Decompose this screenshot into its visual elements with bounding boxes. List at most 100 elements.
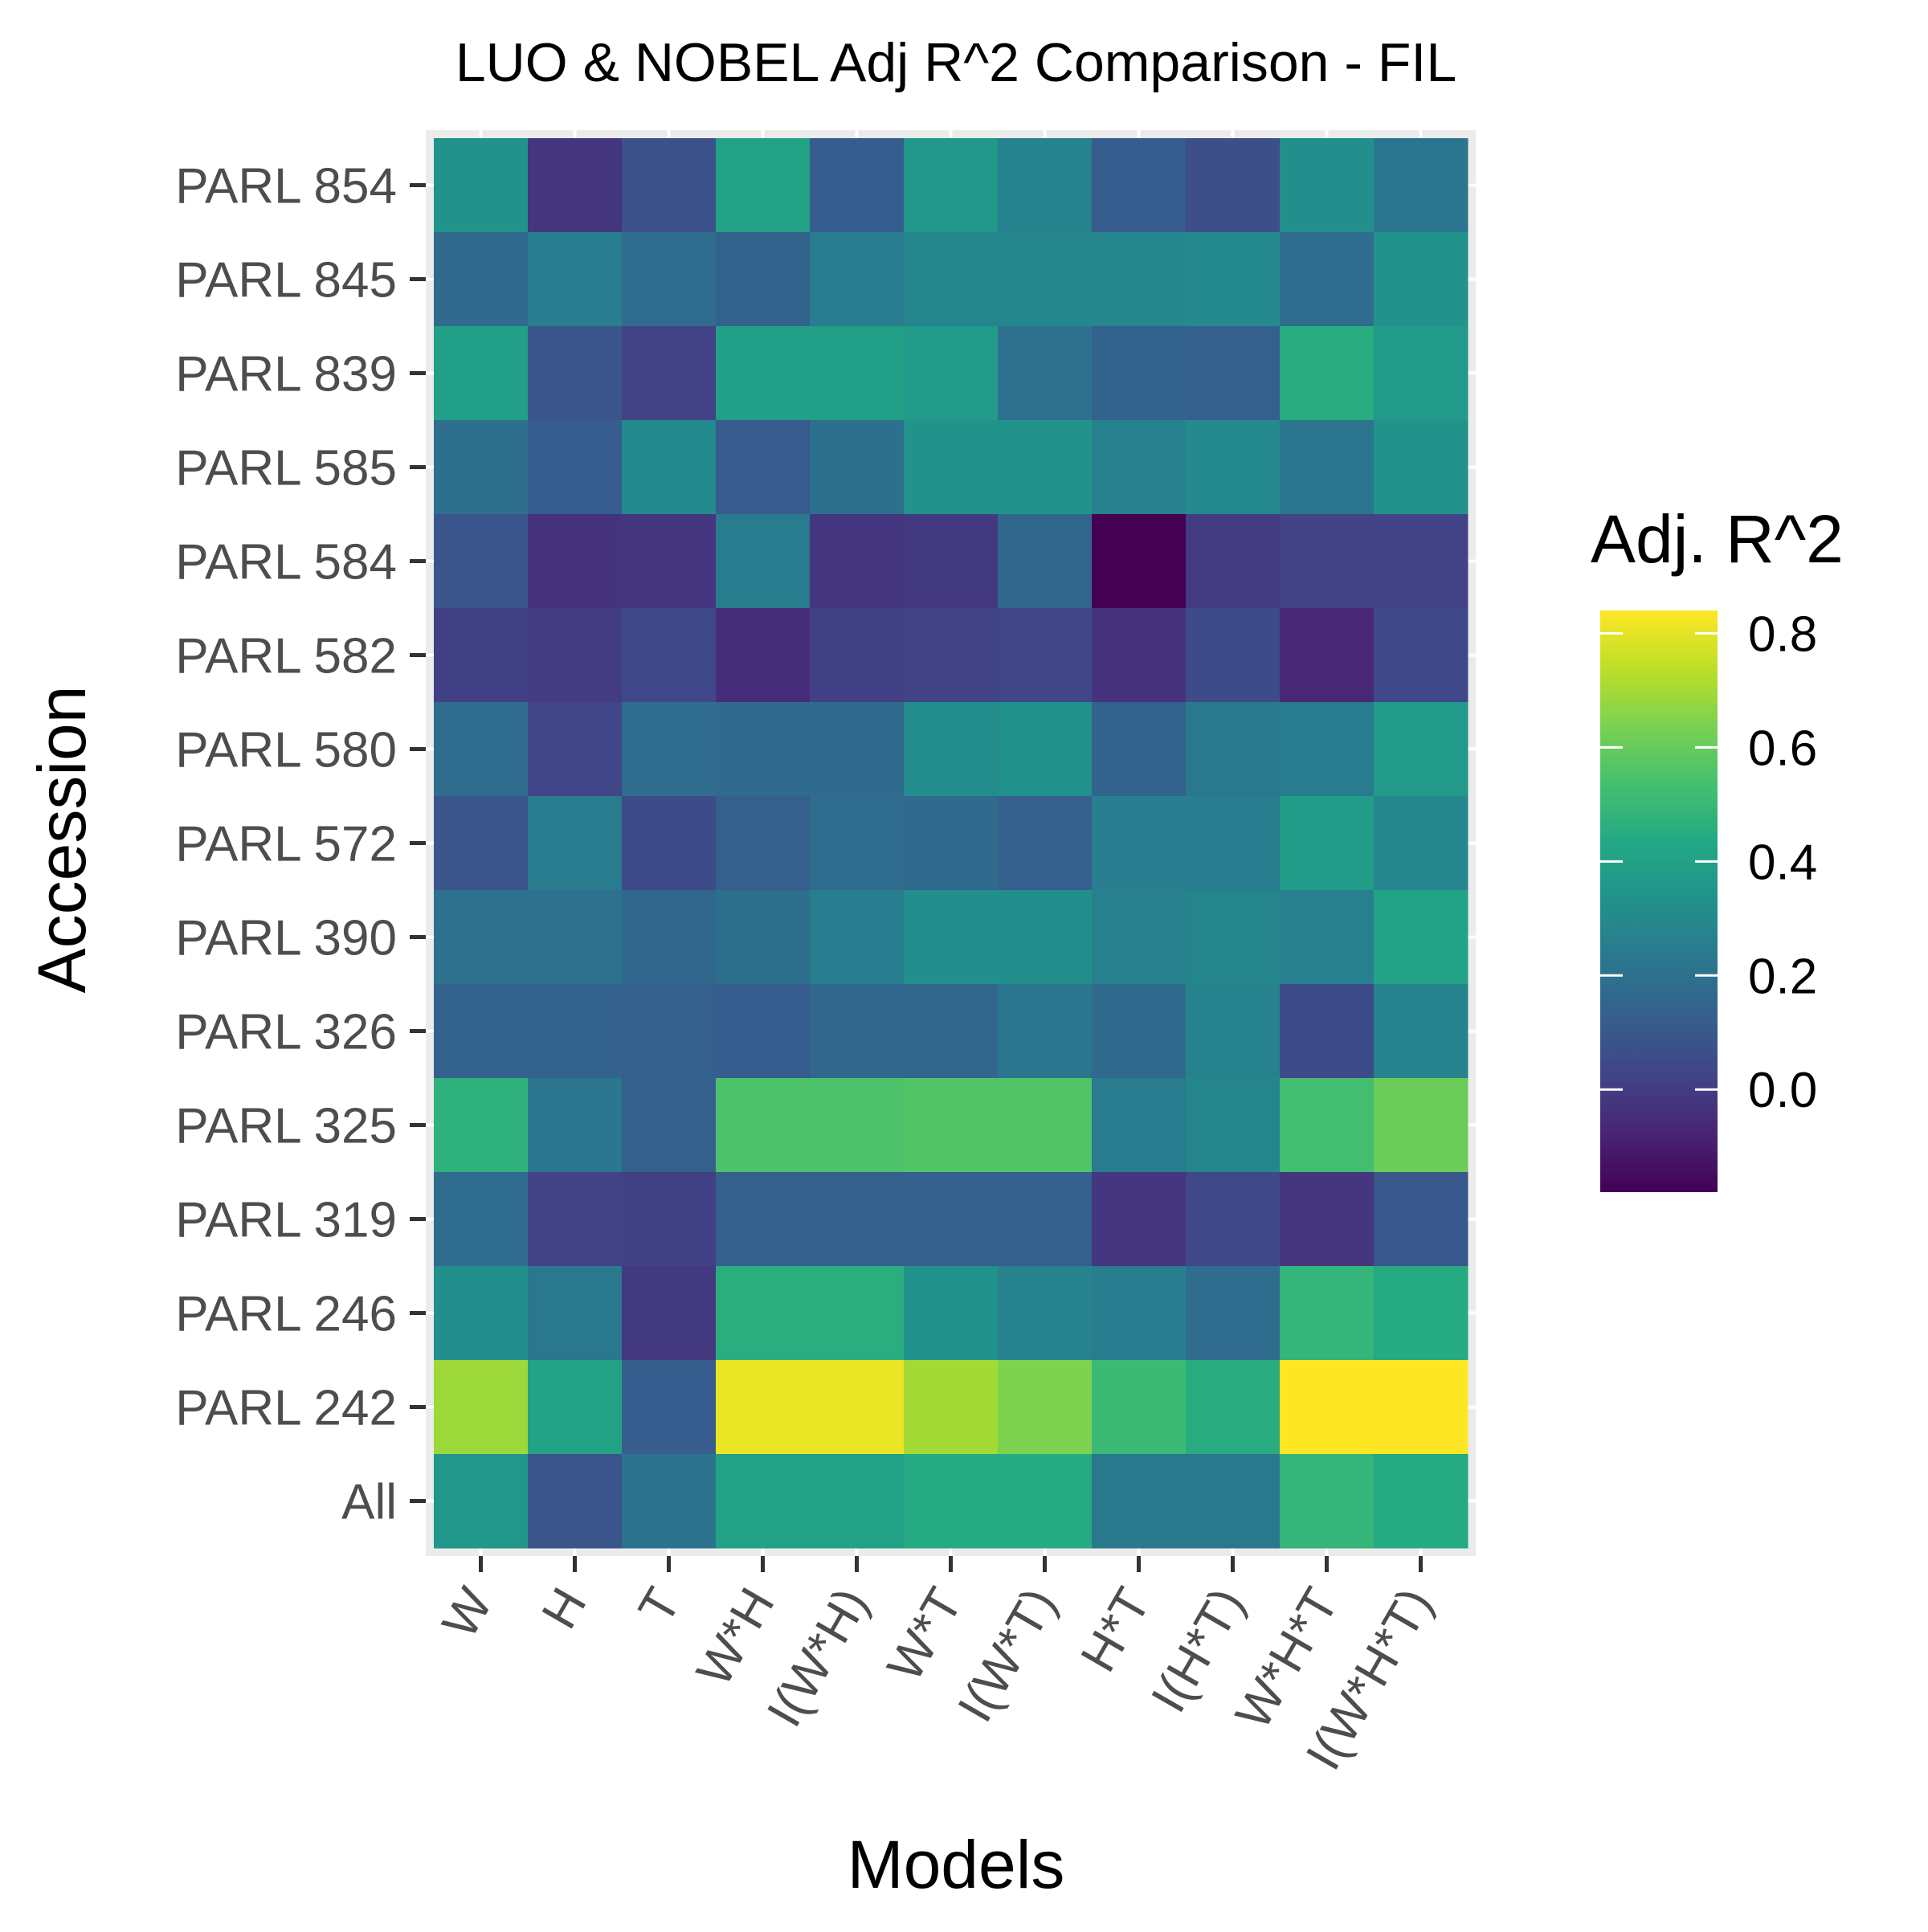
heatmap-cell [622, 1454, 717, 1549]
heatmap-cell [622, 890, 717, 985]
heatmap-cell [810, 1266, 905, 1361]
heatmap-cell [622, 514, 717, 609]
heatmap-cell [622, 796, 717, 891]
heatmap-cell [1374, 420, 1468, 515]
y-tick-label: PARL 572 [175, 817, 397, 872]
heatmap-cell [1280, 702, 1375, 797]
heatmap-cell [998, 1266, 1093, 1361]
heatmap-cell [528, 984, 623, 1079]
heatmap-cell [1374, 890, 1468, 985]
heatmap-cell [716, 702, 811, 797]
heatmap-cell [1092, 1172, 1187, 1267]
y-tick-label: PARL 580 [175, 723, 397, 778]
heatmap-cell [622, 420, 717, 515]
y-tick-label: PARL 326 [175, 1005, 397, 1060]
heatmap-cell [528, 1266, 623, 1361]
heatmap-cell [622, 232, 717, 327]
heatmap-cell [528, 890, 623, 985]
y-tick-label: PARL 582 [175, 629, 397, 684]
heatmap-cell [1186, 232, 1281, 327]
x-tick-label: W*T [877, 1579, 974, 1691]
heatmap-cell [528, 138, 623, 233]
heatmap-cell [998, 420, 1093, 515]
heatmap-cell [716, 1360, 811, 1455]
y-tick-label: All [341, 1475, 397, 1530]
heatmap-cell [528, 1360, 623, 1455]
heatmap-cell [1280, 608, 1375, 703]
heatmap-cell [904, 702, 999, 797]
heatmap-cell [1092, 514, 1187, 609]
heatmap-cell [1374, 702, 1468, 797]
heatmap-cell [904, 984, 999, 1079]
x-tick-label: T [628, 1579, 692, 1633]
heatmap-cell [904, 1454, 999, 1549]
heatmap-cell [904, 796, 999, 891]
heatmap-cell [810, 608, 905, 703]
heatmap-cell [622, 138, 717, 233]
heatmap-cell [1280, 1078, 1375, 1173]
y-tick-label: PARL 390 [175, 911, 397, 966]
heatmap-cell [1092, 1454, 1187, 1549]
heatmap-cell [904, 138, 999, 233]
heatmap-cell [434, 514, 529, 609]
heatmap-cell [1186, 514, 1281, 609]
heatmap-cell [904, 890, 999, 985]
heatmap-cell [622, 702, 717, 797]
heatmap-cell [434, 1360, 529, 1455]
heatmap-cell [1092, 1360, 1187, 1455]
heatmap-cell [1092, 138, 1187, 233]
heatmap-cell [1092, 702, 1187, 797]
x-tick-label: H [531, 1579, 597, 1638]
heatmap-cell [1186, 420, 1281, 515]
heatmap-cell [1186, 890, 1281, 985]
heatmap-cell [716, 1454, 811, 1549]
heatmap-cell [528, 420, 623, 515]
legend-tick-label: 0.4 [1748, 835, 1817, 890]
heatmap-cell [810, 232, 905, 327]
heatmap-cell [1186, 1078, 1281, 1173]
y-tick-label: PARL 325 [175, 1099, 397, 1154]
heatmap-cell [810, 514, 905, 609]
legend-tick-label: 0.2 [1748, 949, 1817, 1004]
heatmap-cell [1092, 608, 1187, 703]
heatmap-cell [716, 420, 811, 515]
heatmap-cell [1092, 890, 1187, 985]
heatmap-cell [528, 232, 623, 327]
heatmap-cell [904, 514, 999, 609]
heatmap-cell [1186, 1172, 1281, 1267]
heatmap-cell [1374, 1360, 1468, 1455]
heatmap-cell [434, 1266, 529, 1361]
heatmap-cell [810, 138, 905, 233]
heatmap-cell [1092, 420, 1187, 515]
heatmap-cell [1186, 702, 1281, 797]
heatmap-cell [998, 1172, 1093, 1267]
heatmap-cell [1280, 1266, 1375, 1361]
y-tick-label: PARL 246 [175, 1287, 397, 1342]
heatmap-cell [1092, 1078, 1187, 1173]
heatmap-cell [434, 1172, 529, 1267]
heatmap-cell [434, 702, 529, 797]
heatmap-cell [1374, 326, 1468, 421]
heatmap-cell [810, 1172, 905, 1267]
x-tick-label: W [432, 1579, 504, 1648]
heatmap-cell [998, 514, 1093, 609]
heatmap-cell [1374, 1266, 1468, 1361]
heatmap-cell [622, 1078, 717, 1173]
heatmap-cell [1280, 796, 1375, 891]
heatmap-cell [1092, 232, 1187, 327]
heatmap-cell [434, 420, 529, 515]
y-tick-label: PARL 242 [175, 1381, 397, 1436]
y-tick-label: PARL 854 [175, 159, 397, 214]
heatmap-cell [716, 890, 811, 985]
heatmap-cell [1374, 232, 1468, 327]
heatmap-cell [434, 1454, 529, 1549]
heatmap-cell [1186, 326, 1281, 421]
y-tick-label: PARL 839 [175, 347, 397, 402]
heatmap-cell [528, 514, 623, 609]
heatmap-cell [1280, 232, 1375, 327]
heatmap-cell [810, 984, 905, 1079]
heatmap-cell [1092, 796, 1187, 891]
x-tick-label: W*H [686, 1579, 785, 1696]
heatmap-cell [716, 984, 811, 1079]
